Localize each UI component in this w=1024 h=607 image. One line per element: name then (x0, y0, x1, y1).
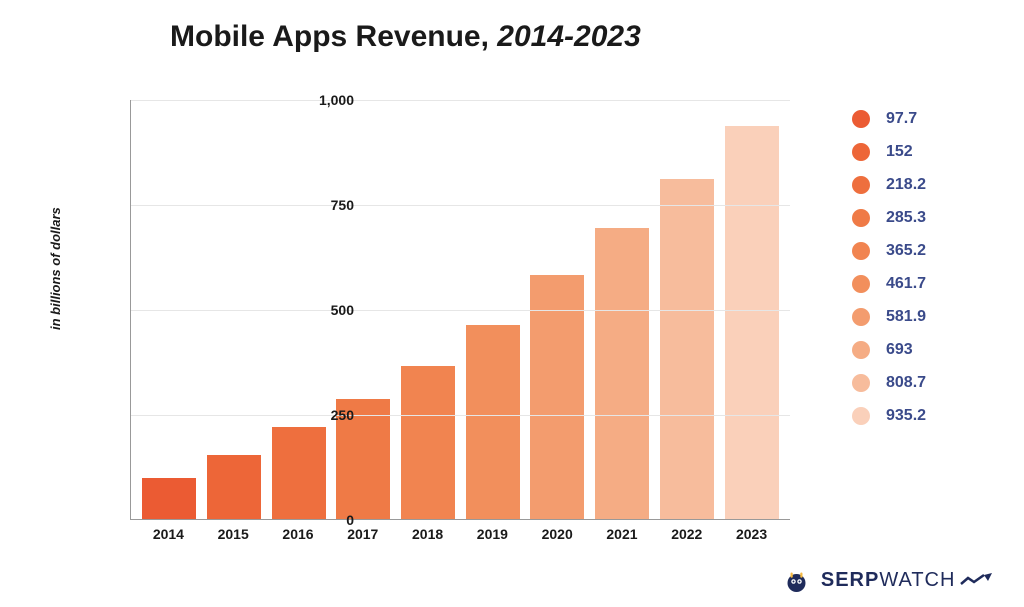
y-tick-label: 1,000 (304, 92, 354, 108)
x-tick-label: 2016 (271, 526, 325, 542)
title-range: 2014-2023 (497, 20, 640, 53)
legend-label: 808.7 (886, 374, 926, 392)
legend-label: 365.2 (886, 242, 926, 260)
legend-item: 365.2 (852, 242, 982, 260)
bar (725, 126, 779, 519)
gridline (131, 100, 790, 101)
x-axis-labels: 2014 2015 2016 2017 2018 2019 2020 2021 2022 2023 (130, 526, 790, 542)
x-tick-label: 2021 (595, 526, 649, 542)
chart-title: Mobile Apps Revenue, 2014-2023 (170, 20, 641, 54)
x-tick-label: 2014 (141, 526, 195, 542)
serpwatch-icon (783, 565, 813, 595)
y-axis-label: in billions of dollars (48, 207, 63, 330)
legend-label: 285.3 (886, 209, 926, 227)
legend-swatch (852, 341, 870, 359)
bar (142, 478, 196, 519)
x-tick-label: 2017 (336, 526, 390, 542)
bar (207, 455, 261, 519)
legend-item: 808.7 (852, 374, 982, 392)
legend-swatch (852, 110, 870, 128)
y-tick-label: 0 (304, 512, 354, 528)
legend-label: 935.2 (886, 407, 926, 425)
x-tick-label: 2023 (725, 526, 779, 542)
bar (530, 275, 584, 519)
legend-swatch (852, 308, 870, 326)
title-prefix: Mobile Apps Revenue, (170, 20, 497, 53)
legend-label: 218.2 (886, 176, 926, 194)
bar (466, 325, 520, 519)
legend-label: 461.7 (886, 275, 926, 293)
legend-swatch (852, 143, 870, 161)
plot-area (130, 100, 790, 520)
legend-swatch (852, 209, 870, 227)
x-tick-label: 2020 (530, 526, 584, 542)
bar (595, 228, 649, 519)
legend-item: 581.9 (852, 308, 982, 326)
bar (660, 179, 714, 519)
legend-item: 693 (852, 341, 982, 359)
legend-item: 218.2 (852, 176, 982, 194)
bar (272, 427, 326, 519)
legend-swatch (852, 407, 870, 425)
brand-thin: WATCH (879, 569, 955, 591)
x-tick-label: 2018 (401, 526, 455, 542)
legend: 97.7 152 218.2 285.3 365.2 461.7 581.9 693 808.7… (852, 110, 982, 440)
legend-item: 461.7 (852, 275, 982, 293)
gridline (131, 415, 790, 416)
x-tick-label: 2022 (660, 526, 714, 542)
x-tick-label: 2019 (465, 526, 519, 542)
legend-swatch (852, 275, 870, 293)
legend-item: 285.3 (852, 209, 982, 227)
legend-swatch (852, 176, 870, 194)
y-tick-label: 750 (304, 197, 354, 213)
x-tick-label: 2015 (206, 526, 260, 542)
y-tick-label: 250 (304, 407, 354, 423)
legend-swatch (852, 374, 870, 392)
bar (401, 366, 455, 519)
brand-arrow-icon (960, 573, 994, 587)
legend-label: 152 (886, 143, 913, 161)
gridline (131, 310, 790, 311)
legend-item: 97.7 (852, 110, 982, 128)
bar-chart: 2014 2015 2016 2017 2018 2019 2020 2021 2022 2023 (130, 100, 790, 550)
brand-logo: SERPWATCH (783, 565, 994, 595)
legend-label: 693 (886, 341, 913, 359)
legend-label: 97.7 (886, 110, 917, 128)
brand-bold: SERP (821, 569, 879, 591)
brand-text: SERPWATCH (821, 569, 994, 592)
gridline (131, 205, 790, 206)
legend-item: 152 (852, 143, 982, 161)
legend-label: 581.9 (886, 308, 926, 326)
legend-item: 935.2 (852, 407, 982, 425)
legend-swatch (852, 242, 870, 260)
y-tick-label: 500 (304, 302, 354, 318)
